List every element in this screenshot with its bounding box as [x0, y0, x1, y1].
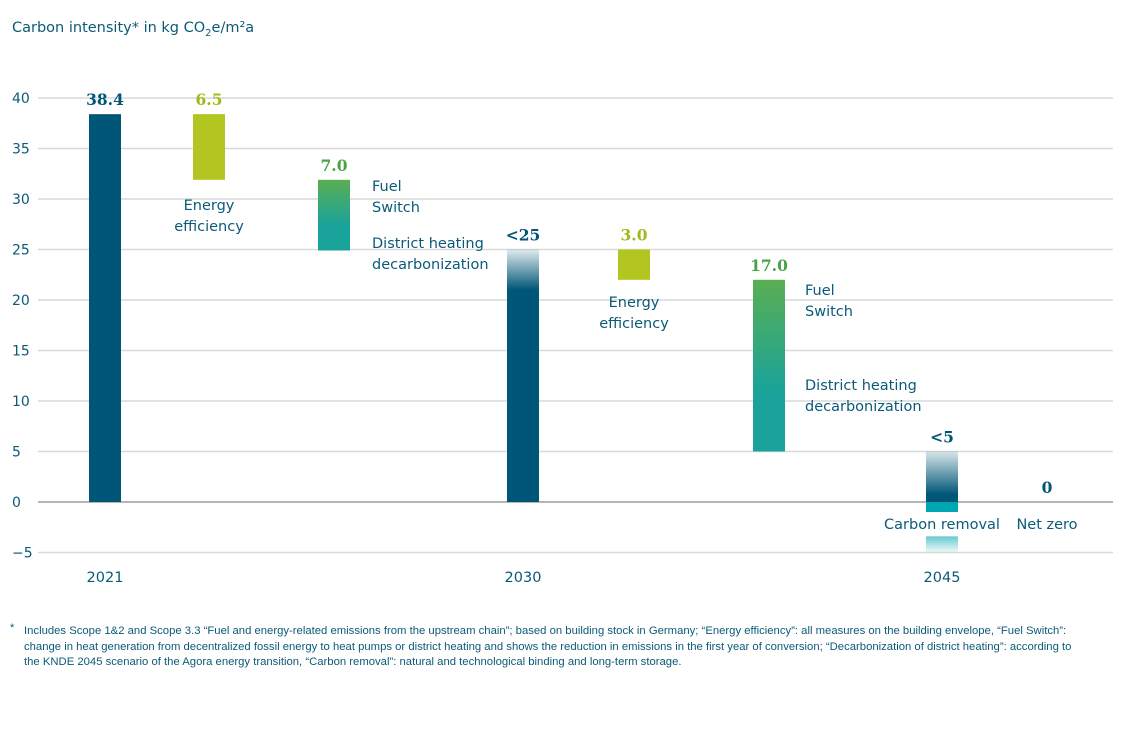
y-tick-label: 35 — [12, 142, 30, 158]
value-label: 6.5 — [196, 90, 223, 109]
label-district-heating: decarbonization — [805, 399, 922, 415]
y-tick-label: −5 — [12, 546, 33, 562]
label-energy-efficiency: efficiency — [174, 219, 244, 235]
y-tick-label: 20 — [12, 293, 30, 309]
bar-ee-1 — [193, 114, 225, 180]
label-fuel-switch: Switch — [372, 200, 420, 216]
bar-carbon-removal — [926, 502, 958, 512]
y-tick-label: 25 — [12, 243, 30, 259]
label-district-heating: District heating — [805, 378, 917, 394]
footnote-marker: * — [10, 622, 15, 634]
x-category-label: 2030 — [505, 570, 542, 586]
y-tick-label: 0 — [12, 495, 21, 511]
label-fuel-switch: Fuel — [805, 283, 835, 299]
value-label: 3.0 — [621, 226, 648, 245]
x-category-label: 2045 — [924, 570, 961, 586]
y-tick-label: 10 — [12, 394, 30, 410]
value-label: <25 — [506, 226, 541, 245]
bar-2030 — [507, 249, 539, 502]
footnote: * Includes Scope 1&2 and Scope 3.3 “Fuel… — [10, 622, 1084, 671]
label-carbon-removal: Carbon removal — [884, 517, 1000, 533]
bar-2045 — [926, 451, 958, 502]
x-category-label: 2021 — [87, 570, 124, 586]
label-energy-efficiency: Energy — [609, 295, 660, 311]
label-district-heating: decarbonization — [372, 257, 489, 273]
value-label: 17.0 — [750, 256, 788, 275]
label-energy-efficiency: efficiency — [599, 316, 669, 332]
value-label: 38.4 — [86, 90, 124, 109]
label-fuel-switch: Fuel — [372, 179, 402, 195]
waterfall-chart: −5 0 5 10 15 20 25 30 35 40 38.4 6.5 7.0 <25 3.0 17.0 <5… — [12, 90, 1113, 586]
value-label: 7.0 — [321, 156, 348, 175]
footnote-text: Includes Scope 1&2 and Scope 3.3 “Fuel a… — [24, 625, 1072, 668]
y-tick-label: 15 — [12, 344, 30, 360]
chart-title: Carbon intensity* in kg CO2e/m²a — [12, 20, 255, 39]
value-label: <5 — [930, 428, 954, 447]
bar-fs-1 — [318, 179, 350, 251]
label-district-heating: District heating — [372, 236, 484, 252]
bar-carbon-removal-faded — [926, 536, 958, 553]
bar-ee-2 — [618, 249, 650, 280]
label-net-zero: Net zero — [1016, 517, 1077, 533]
y-tick-label: 5 — [12, 445, 21, 461]
bar-fs-2 — [753, 279, 785, 452]
y-tick-label: 40 — [12, 91, 30, 107]
label-energy-efficiency: Energy — [184, 198, 235, 214]
label-fuel-switch: Switch — [805, 304, 853, 320]
bar-2021 — [89, 114, 121, 502]
label-background — [880, 512, 1004, 536]
value-label: 0 — [1042, 478, 1053, 497]
y-tick-label: 30 — [12, 192, 30, 208]
